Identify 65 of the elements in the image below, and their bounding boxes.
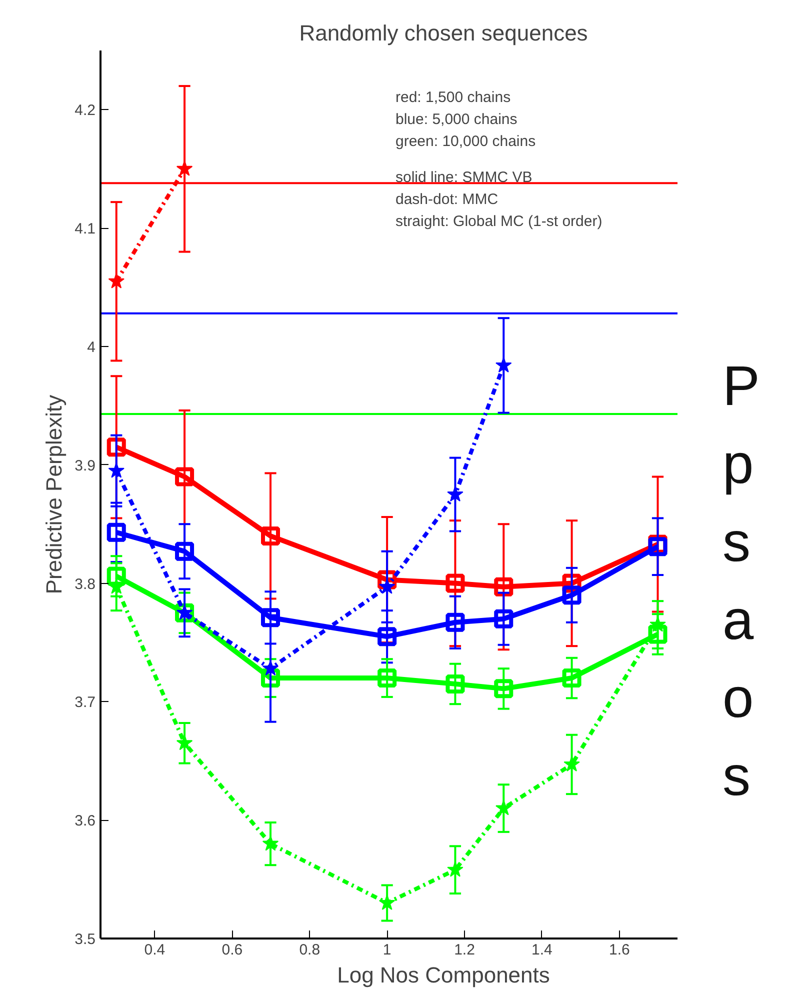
point xyxy=(378,578,396,594)
point xyxy=(564,756,580,772)
point xyxy=(378,627,397,646)
point xyxy=(446,574,465,593)
annotation: solid line: SMMC VB xyxy=(396,169,532,186)
point xyxy=(378,894,396,910)
point xyxy=(562,668,582,688)
point xyxy=(176,734,193,750)
y-tick-label: 3.6 xyxy=(74,812,96,830)
point xyxy=(494,679,514,698)
point xyxy=(262,835,279,851)
point xyxy=(261,608,280,628)
y-tick-label: 3.9 xyxy=(74,457,96,474)
annotation: straight: Global MC (1-st order) xyxy=(396,213,602,230)
point xyxy=(262,660,279,676)
point xyxy=(108,578,124,594)
y-tick-label: 4.2 xyxy=(74,102,96,120)
x-tick-label: 1.6 xyxy=(608,942,630,958)
x-tick-label: 0.8 xyxy=(299,942,320,958)
chart-title: Randomly chosen sequences xyxy=(299,20,588,46)
point xyxy=(176,160,193,176)
x-tick-label: 0.4 xyxy=(144,942,166,958)
point xyxy=(447,486,464,502)
x-tick-label: 0.6 xyxy=(222,942,243,958)
y-tick-label: 3.5 xyxy=(74,931,96,948)
annotation: red: 1,500 chains xyxy=(396,89,511,106)
point xyxy=(175,467,194,486)
point xyxy=(106,566,126,586)
text: o xyxy=(722,666,754,729)
y-axis-title: Predictive Perplexity xyxy=(42,394,67,594)
point xyxy=(446,674,465,694)
y-tick-label: 3.7 xyxy=(74,694,96,712)
point xyxy=(496,800,512,816)
point xyxy=(261,668,280,688)
x-tick-label: 1.4 xyxy=(532,942,552,958)
point xyxy=(562,586,582,605)
point xyxy=(108,462,124,478)
text: s xyxy=(722,744,750,807)
point xyxy=(496,356,512,372)
point xyxy=(378,668,397,688)
text: a xyxy=(722,588,754,651)
annotation: green: 10,000 chains xyxy=(396,133,536,150)
point xyxy=(261,526,280,546)
text: s xyxy=(722,510,750,573)
x-tick-label: 1 xyxy=(382,942,392,958)
point xyxy=(175,542,194,561)
point xyxy=(446,612,465,632)
point xyxy=(108,272,124,288)
point xyxy=(494,577,514,596)
annotation: dash-dot: MMC xyxy=(396,191,498,208)
point xyxy=(378,570,397,590)
point xyxy=(648,624,668,644)
point xyxy=(106,522,126,542)
point xyxy=(650,616,666,632)
y-tick-label: 3.8 xyxy=(74,576,96,593)
point xyxy=(447,861,464,877)
x-axis-title: Log Nos Components xyxy=(337,962,550,988)
point xyxy=(106,438,126,457)
x-tick-label: 1.2 xyxy=(454,942,475,958)
text: P xyxy=(722,354,760,417)
annotation: blue: 5,000 chains xyxy=(396,111,518,128)
y-tick-label: 4 xyxy=(87,339,96,356)
point xyxy=(494,609,514,628)
y-tick-label: 4.1 xyxy=(74,220,96,238)
text: p xyxy=(722,432,754,495)
